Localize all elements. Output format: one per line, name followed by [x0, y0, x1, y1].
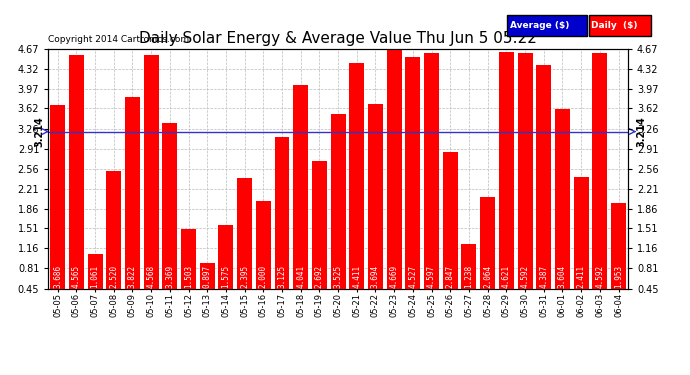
Title: Daily Solar Energy & Average Value Thu Jun 5 05:22: Daily Solar Energy & Average Value Thu J… — [139, 31, 537, 46]
Bar — [88, 254, 103, 289]
Bar — [499, 51, 514, 289]
Text: 4.387: 4.387 — [540, 264, 549, 288]
Text: 4.568: 4.568 — [147, 264, 156, 288]
Text: 3.125: 3.125 — [277, 264, 286, 288]
Text: 1.953: 1.953 — [614, 264, 623, 288]
Text: 2.395: 2.395 — [240, 264, 249, 288]
Text: 2.000: 2.000 — [259, 264, 268, 288]
Bar — [144, 54, 159, 289]
Bar — [125, 97, 140, 289]
Bar — [312, 161, 327, 289]
Bar — [536, 65, 551, 289]
Bar — [237, 178, 252, 289]
Bar — [293, 84, 308, 289]
Bar — [611, 203, 626, 289]
Text: 4.669: 4.669 — [390, 264, 399, 288]
Bar — [462, 244, 477, 289]
Text: 3.369: 3.369 — [166, 264, 175, 288]
Bar — [219, 225, 233, 289]
Text: 1.238: 1.238 — [464, 264, 473, 288]
Bar — [573, 177, 589, 289]
Text: 3.822: 3.822 — [128, 264, 137, 288]
Text: 3.604: 3.604 — [558, 264, 567, 288]
Text: 1.575: 1.575 — [221, 264, 230, 288]
Bar — [199, 263, 215, 289]
Bar — [593, 53, 607, 289]
Bar — [406, 57, 420, 289]
Bar — [162, 123, 177, 289]
Text: 1.503: 1.503 — [184, 264, 193, 288]
Text: 2.692: 2.692 — [315, 264, 324, 288]
Text: 2.064: 2.064 — [483, 264, 492, 288]
Text: 3.694: 3.694 — [371, 264, 380, 288]
Bar — [555, 110, 570, 289]
Bar — [256, 201, 270, 289]
Bar — [443, 152, 457, 289]
Text: 4.621: 4.621 — [502, 264, 511, 288]
Text: 0.897: 0.897 — [203, 264, 212, 288]
Bar — [368, 104, 383, 289]
Text: 4.592: 4.592 — [595, 264, 604, 288]
Bar — [518, 53, 533, 289]
Text: 1.061: 1.061 — [90, 264, 99, 288]
Text: 3.525: 3.525 — [333, 264, 343, 288]
Bar — [349, 63, 364, 289]
Text: 2.520: 2.520 — [109, 264, 118, 288]
Bar — [181, 229, 196, 289]
Text: 3.686: 3.686 — [53, 264, 62, 288]
Text: 4.565: 4.565 — [72, 264, 81, 288]
Bar — [386, 49, 402, 289]
Bar — [424, 53, 439, 289]
Text: 2.847: 2.847 — [446, 264, 455, 288]
Text: 4.041: 4.041 — [296, 264, 305, 288]
Text: 2.411: 2.411 — [577, 264, 586, 288]
Text: 3.214: 3.214 — [637, 116, 647, 147]
Text: 4.527: 4.527 — [408, 264, 417, 288]
Text: Copyright 2014 Cartronics.com: Copyright 2014 Cartronics.com — [48, 35, 190, 44]
Text: Average ($): Average ($) — [510, 21, 569, 30]
Text: 4.597: 4.597 — [427, 264, 436, 288]
Text: 4.592: 4.592 — [520, 264, 529, 288]
Bar — [275, 136, 290, 289]
Bar — [50, 105, 65, 289]
Bar — [480, 197, 495, 289]
Text: Daily  ($): Daily ($) — [591, 21, 638, 30]
Text: 3.214: 3.214 — [34, 116, 45, 147]
Bar — [69, 55, 83, 289]
Bar — [106, 171, 121, 289]
Text: 4.411: 4.411 — [353, 264, 362, 288]
Bar — [331, 114, 346, 289]
